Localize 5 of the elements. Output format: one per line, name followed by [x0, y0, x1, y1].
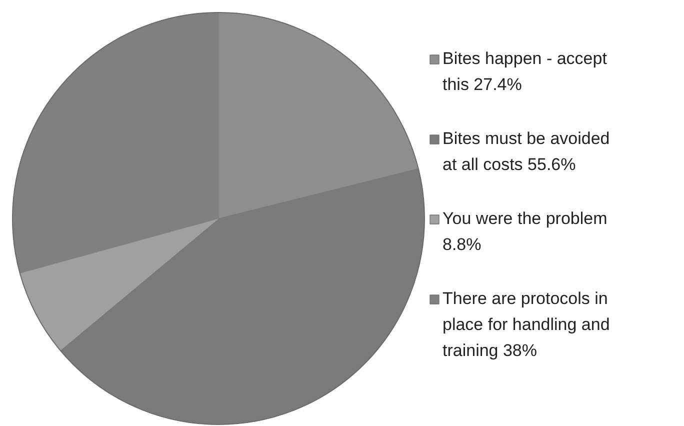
legend-label: Bites happen - accept this 27.4%	[442, 49, 608, 94]
legend-label: Bites must be avoided at all costs 55.6%	[442, 129, 610, 174]
legend-label: You were the problem	[442, 209, 608, 228]
data-label: 8.8%	[442, 235, 482, 254]
legend-label: There are protocols in place for handling and training 38%	[442, 289, 610, 360]
